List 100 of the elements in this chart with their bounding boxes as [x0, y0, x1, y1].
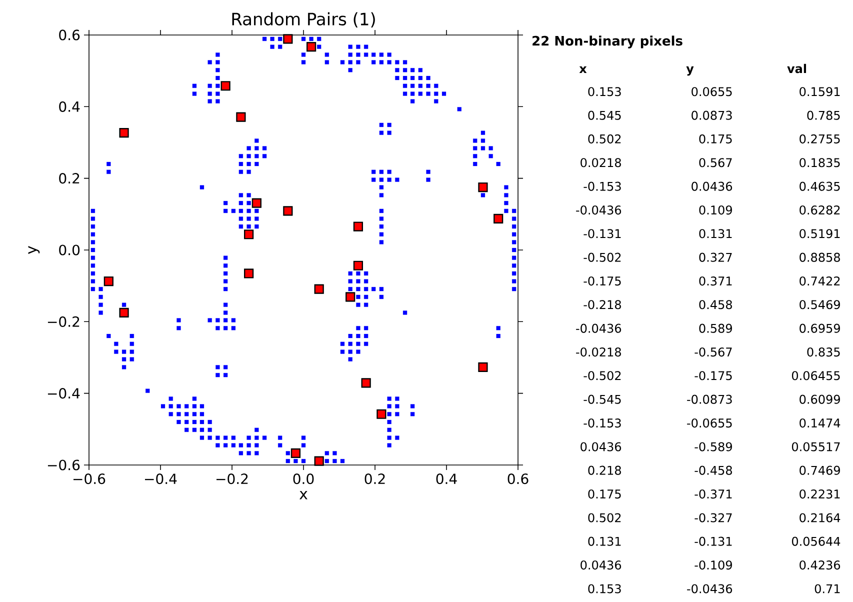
point — [376, 409, 386, 419]
y-tick-label: −0.4 — [48, 388, 80, 399]
text: 0.567 — [699, 158, 732, 168]
point — [346, 292, 356, 302]
text: 0.05517 — [792, 442, 840, 452]
point — [290, 448, 301, 458]
text: -0.153 — [584, 182, 621, 191]
x-tick-label: 0.6 — [508, 474, 528, 484]
text: -0.502 — [584, 252, 621, 262]
text: 0.0873 — [692, 110, 732, 120]
chart-title: Random Pairs (1) — [232, 12, 375, 28]
point — [478, 182, 488, 192]
text: 0.1591 — [800, 87, 840, 96]
text: 0.1474 — [800, 418, 840, 428]
text: 0.175 — [699, 134, 732, 144]
text: 0.131 — [588, 536, 621, 546]
point — [236, 112, 246, 122]
text: -0.0218 — [576, 347, 621, 357]
text: x — [579, 66, 587, 73]
text: -0.218 — [584, 300, 621, 310]
text: -0.371 — [694, 489, 732, 499]
text: -0.175 — [694, 371, 732, 380]
y-tick-label: 0.2 — [59, 173, 80, 184]
text: 0.7422 — [800, 276, 840, 286]
text: 0.835 — [807, 347, 840, 357]
text: 0.0436 — [580, 442, 622, 452]
text: 0.153 — [588, 584, 621, 594]
point — [283, 34, 293, 44]
point — [119, 128, 129, 138]
text: -0.131 — [694, 536, 732, 546]
text: -0.0436 — [687, 584, 732, 594]
text: 0.458 — [699, 300, 732, 310]
text: -0.131 — [584, 229, 621, 238]
text: y — [686, 66, 694, 76]
text: 0.589 — [699, 324, 732, 333]
point — [104, 276, 114, 286]
point — [494, 214, 504, 224]
text: -0.0873 — [687, 394, 732, 404]
text: -0.153 — [584, 418, 621, 428]
x-tick-label: 0.0 — [293, 474, 314, 484]
text: 0.0655 — [692, 87, 732, 96]
point — [478, 362, 488, 372]
y-axis-title: y — [28, 246, 40, 254]
text: 0.4236 — [800, 560, 840, 570]
text: 0.785 — [807, 110, 840, 120]
text: 0.0436 — [692, 182, 732, 191]
point — [361, 378, 371, 388]
text: 0.05644 — [792, 536, 840, 546]
text: 0.2231 — [800, 489, 840, 499]
text: -0.0655 — [687, 418, 732, 428]
text: 0.109 — [699, 205, 732, 215]
text: 0.6959 — [800, 324, 840, 333]
y-tick-label: 0.4 — [59, 101, 80, 112]
text: 0.0218 — [580, 158, 621, 168]
text: 0.218 — [588, 466, 621, 475]
text: 0.175 — [588, 489, 621, 499]
text: 0.131 — [699, 229, 732, 238]
text: 0.2755 — [800, 134, 840, 144]
text: 0.545 — [588, 110, 621, 120]
point — [353, 222, 363, 232]
y-tick-label: 0.6 — [59, 30, 80, 40]
point — [252, 198, 262, 208]
text: -0.545 — [584, 394, 621, 404]
text: 0.2164 — [800, 513, 840, 522]
x-tick-label: −0.6 — [73, 474, 106, 484]
text: 0.6282 — [800, 205, 840, 215]
text: val — [787, 64, 806, 74]
text: 0.4635 — [800, 182, 840, 191]
y-tick-label: −0.2 — [48, 316, 80, 327]
text: 0.06455 — [792, 371, 840, 380]
point — [353, 260, 363, 270]
text: -0.0436 — [576, 205, 622, 215]
text: -0.327 — [694, 513, 732, 522]
text: 0.0436 — [580, 560, 622, 570]
point — [314, 284, 324, 294]
text: -0.109 — [694, 560, 732, 570]
x-tick-label: 0.4 — [436, 474, 457, 484]
text: -0.0436 — [576, 324, 622, 333]
text: 0.7469 — [800, 466, 840, 475]
text: 22 Non-binary pixels — [532, 36, 682, 48]
text: -0.175 — [584, 276, 621, 286]
point — [314, 456, 324, 466]
text: 0.1835 — [800, 158, 840, 168]
text: -0.567 — [694, 347, 732, 357]
point — [306, 42, 316, 52]
point — [244, 230, 254, 240]
y-tick-label: 0.0 — [59, 244, 80, 256]
x-tick-label: −0.4 — [144, 474, 177, 484]
point — [283, 206, 293, 216]
text: 0.502 — [588, 513, 621, 522]
x-tick-label: −0.2 — [216, 474, 248, 484]
text: 0.5469 — [800, 300, 840, 310]
text: -0.502 — [584, 371, 621, 380]
text: 0.8858 — [800, 252, 840, 262]
text: -0.458 — [694, 466, 732, 475]
text: 0.502 — [588, 134, 621, 144]
point — [119, 308, 129, 318]
x-tick-label: 0.2 — [364, 474, 385, 484]
text: 0.153 — [588, 87, 621, 96]
text: 0.6099 — [800, 394, 840, 404]
